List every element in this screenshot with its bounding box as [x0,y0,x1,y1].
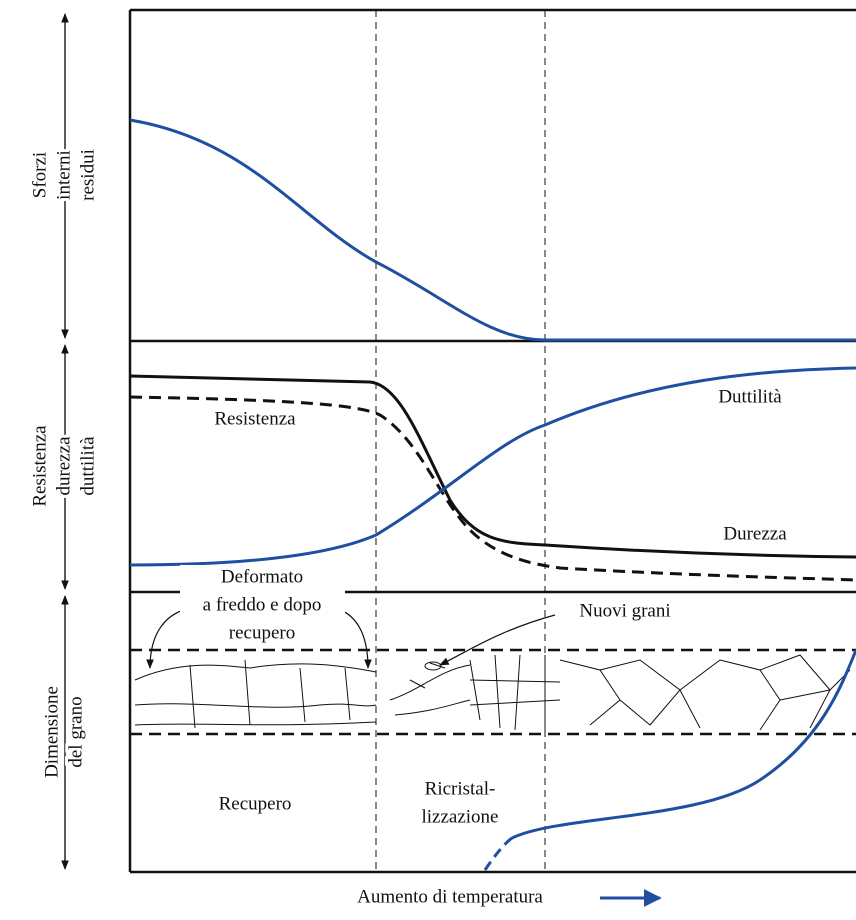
axis-label: interni [53,150,74,200]
region-label: lizzazione [421,806,498,827]
grain-size-curve [511,649,856,840]
annotation: a freddo e dopo [203,594,322,615]
grains [134,654,851,731]
axis-label: Dimensione [41,686,62,778]
grain-size-curve-dashed [483,836,513,871]
frame [128,8,856,874]
residual-stress-curve [129,118,856,342]
label-background [180,565,345,645]
strength-curve [129,374,856,559]
grain-band [130,648,856,736]
axis-label: Sforzi [29,152,50,198]
axis-label: Resistenza [29,425,50,507]
curve-label: Duttilità [718,386,782,407]
curve-label: Resistenza [214,408,296,429]
annotation-arrow [439,614,556,666]
ductility-curve [129,366,856,567]
curve-label: Durezza [723,523,787,544]
annotation: Nuovi grani [579,600,670,621]
axis-label: durezza [53,436,74,496]
axis-label: del grano [65,696,86,767]
region-label: Recupero [219,793,292,814]
annotation: Deformato [221,566,303,587]
x-axis-label: Aumento di temperatura [357,886,543,907]
annotation: recupero [229,622,295,643]
axis-label: residui [77,149,98,201]
region-dividers [375,10,546,872]
region-label: Ricristal- [425,778,496,799]
axis-label: duttilità [77,436,98,496]
